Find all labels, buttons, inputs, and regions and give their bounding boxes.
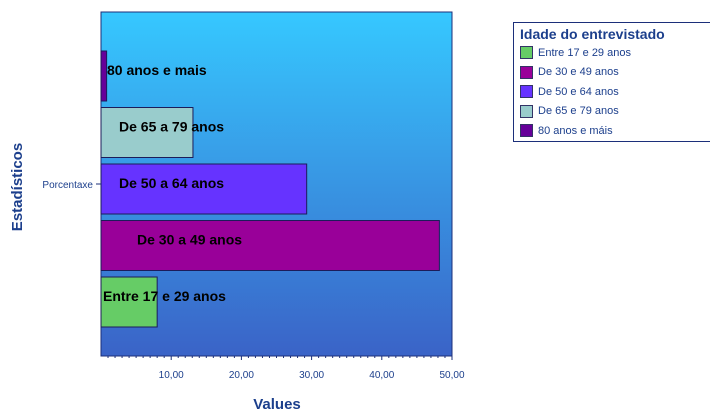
legend: Idade do entrevistado Entre 17 e 29 anos… [513,22,710,142]
bar-label: Entre 17 e 29 anos [103,288,226,304]
bar [100,163,308,215]
bar-label: De 50 a 64 anos [119,175,224,191]
bar-label: 80 anos e mais [107,62,207,78]
legend-item: De 30 e 49 anos [520,63,710,83]
x-tick-label: 20,00 [229,370,254,381]
bar [100,50,108,102]
bar [100,220,440,271]
legend-label: De 30 e 49 anos [538,66,619,79]
category-axis-label: Porcentaxe [42,180,93,191]
legend-item: 80 anos e máis [520,121,710,141]
legend-swatch [520,124,533,138]
bar-label: De 30 a 49 anos [137,232,242,248]
bar-label: De 65 a 79 anos [119,119,224,135]
legend-swatch [520,104,533,118]
legend-item: De 50 e 64 anos [520,82,710,102]
legend-swatch [520,46,533,60]
legend-title: Idade do entrevistado [520,26,665,42]
legend-item: De 65 e 79 anos [520,102,710,122]
legend-label: De 65 e 79 anos [538,105,619,118]
y-axis-title: Estadísticos [9,143,26,231]
x-tick-label: 50,00 [439,370,464,381]
legend-item: Entre 17 e 29 anos [520,43,710,63]
x-tick-label: 10,00 [159,370,184,381]
legend-label: Entre 17 e 29 anos [538,46,631,59]
x-tick-label: 30,00 [299,370,324,381]
legend-swatch [520,65,533,79]
x-axis-title: Values [253,396,301,410]
bar [100,107,194,158]
legend-swatch [520,85,533,99]
bar [100,276,158,328]
legend-label: De 50 e 64 anos [538,85,619,98]
legend-label: 80 anos e máis [538,124,613,137]
x-tick-label: 40,00 [369,370,394,381]
